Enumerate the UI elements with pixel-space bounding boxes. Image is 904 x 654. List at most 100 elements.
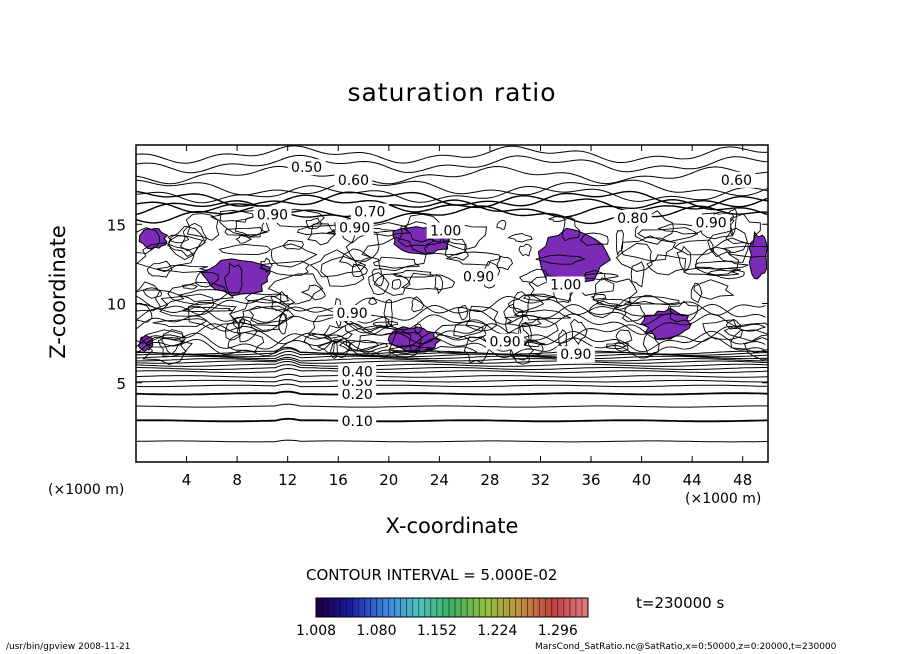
contour-line (373, 256, 421, 269)
x-tick-label: 28 (480, 471, 499, 489)
colorbar (315, 597, 589, 618)
contour-line (588, 300, 619, 319)
contour-line (235, 235, 253, 244)
contour-line (136, 289, 185, 309)
contour-line (507, 233, 533, 243)
contour-label-bg (692, 214, 731, 231)
contour-line (646, 254, 687, 276)
contour-line (634, 210, 674, 245)
contour-line (136, 205, 768, 225)
contour-line (518, 243, 532, 257)
contour-line (338, 339, 380, 352)
contour-label: 0.60 (721, 173, 752, 189)
contour-line (332, 337, 352, 358)
x-tick-label: 24 (430, 471, 449, 489)
contour-label-bg (287, 159, 326, 176)
contour-line (707, 227, 748, 258)
contour-line (305, 217, 323, 230)
contour-line (465, 305, 499, 332)
contour-line (548, 216, 566, 222)
contour-line (320, 256, 365, 287)
contour-line (168, 225, 206, 261)
contour-line (136, 154, 768, 174)
contour-label: 0.90 (339, 220, 370, 236)
contour-line (136, 303, 153, 323)
contour-label-bg (333, 305, 372, 322)
contour-label: 0.10 (342, 414, 373, 430)
contour-line (535, 254, 586, 265)
contour-label: 0.50 (291, 160, 322, 176)
contour-line (136, 354, 768, 360)
contour-line (136, 439, 768, 443)
contour-line (371, 267, 385, 287)
y-tick-label: 5 (116, 375, 126, 393)
contour-line (136, 383, 768, 388)
contour-line (444, 237, 469, 261)
contour-line (136, 313, 766, 335)
contour-line (615, 329, 633, 345)
contour-line (136, 346, 768, 355)
x-tick-label: 32 (531, 471, 550, 489)
contour-line (136, 356, 768, 362)
contour-line (303, 333, 333, 351)
contour-line (615, 242, 653, 272)
contour-line (630, 261, 645, 288)
contour-line (702, 319, 744, 340)
contour-label-bg (338, 412, 377, 429)
contour-label: 0.70 (354, 205, 385, 221)
contour-line (637, 227, 699, 242)
contour-line (136, 403, 768, 408)
contour-line (414, 323, 422, 335)
contour-line (136, 390, 768, 396)
contour-line (388, 330, 423, 358)
contour-line (373, 273, 411, 296)
contour-label-bg (546, 276, 585, 293)
colorbar-tick-label: 1.008 (296, 623, 336, 639)
contour-line (579, 232, 609, 246)
x-tick-label: 44 (683, 471, 702, 489)
contour-line (227, 331, 265, 352)
contour-line (722, 245, 768, 258)
contour-line (209, 209, 254, 223)
contour-line (136, 145, 768, 164)
contour-line (136, 281, 162, 312)
contour-line (391, 270, 435, 278)
contour-line (136, 322, 766, 345)
x-axis-label: X-coordinate (385, 514, 519, 538)
contour-line (136, 373, 768, 378)
x-unit-label-right: (×1000 m) (685, 491, 762, 507)
contour-label-bg (556, 346, 595, 363)
x-tick-label: 36 (581, 471, 600, 489)
contour-line (592, 277, 638, 308)
contour-line (181, 284, 198, 290)
contour-line (368, 296, 378, 305)
contour-line (519, 268, 554, 287)
contour-line (224, 262, 243, 294)
chart-title: saturation ratio (347, 78, 557, 107)
contour-line (136, 165, 768, 185)
contour-line (694, 260, 749, 271)
x-unit-label-left: (×1000 m) (48, 482, 125, 498)
contour-line (136, 417, 768, 423)
contour-line (657, 223, 707, 235)
contour-line (723, 322, 768, 342)
contour-label: 0.60 (338, 173, 369, 189)
x-tick-label: 12 (278, 471, 297, 489)
contour-label: 0.40 (342, 365, 373, 381)
x-tick-label: 48 (733, 471, 752, 489)
y-tick-label: 15 (107, 216, 126, 234)
contour-line (348, 340, 389, 354)
contour-label: 0.80 (617, 211, 648, 227)
contour-line (157, 337, 187, 357)
colorbar-tick-label: 1.080 (356, 623, 396, 639)
contour-line (391, 278, 402, 290)
contour-label: 1.00 (430, 224, 461, 240)
contour-label-bg (459, 268, 498, 285)
contour-line (424, 240, 467, 256)
contour-label-bg (338, 385, 377, 402)
colorbar-tick-label: 1.296 (538, 623, 578, 639)
footer-right: MarsCond_SatRatio.nc@SatRatio,x=0:50000,… (535, 642, 837, 652)
contour-line (179, 289, 235, 302)
contour-line (136, 337, 766, 359)
